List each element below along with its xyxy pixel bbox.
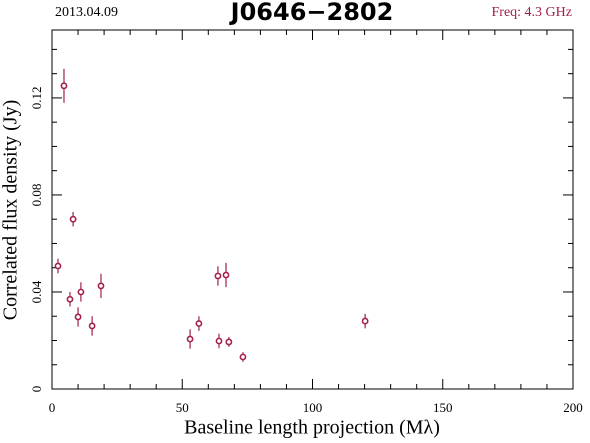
chart-title: J0646−2802 <box>229 0 394 26</box>
y-tick-label: 0.04 <box>29 280 44 303</box>
x-tick-label: 0 <box>49 400 56 415</box>
y-axis-label: Correlated flux density (Jy) <box>0 100 22 321</box>
y-tick-label: 0.12 <box>29 87 44 110</box>
data-point <box>88 322 96 330</box>
data-point <box>225 338 233 346</box>
data-point <box>195 320 203 327</box>
data-point <box>97 282 105 290</box>
subtitle: Freq: 4.3 GHz <box>492 5 573 20</box>
data-point <box>77 288 85 296</box>
y-tick-label: 0 <box>29 386 44 393</box>
date: 2013.04.09 <box>55 5 118 20</box>
data-point <box>54 262 62 270</box>
x-tick-label: 100 <box>303 400 323 415</box>
data-point <box>222 271 230 279</box>
x-tick-label: 150 <box>433 400 453 415</box>
data-point <box>186 335 194 343</box>
y-tick-label: 0.08 <box>29 184 44 207</box>
data-point <box>239 353 247 361</box>
x-axis-label: Baseline length projection (Mλ) <box>184 417 440 439</box>
data-point <box>214 272 222 280</box>
plot-frame <box>51 29 574 390</box>
data-point <box>66 295 74 303</box>
data-point <box>69 215 77 223</box>
data-point <box>361 317 369 325</box>
x-tick-label: 200 <box>563 400 583 415</box>
data-point <box>74 313 82 321</box>
x-tick-label: 50 <box>176 400 189 415</box>
data-point <box>60 82 68 90</box>
data-point <box>215 337 223 345</box>
